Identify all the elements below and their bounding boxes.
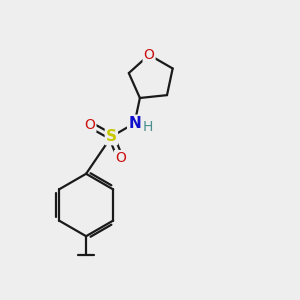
Text: S: S [106, 129, 117, 144]
Text: O: O [115, 151, 126, 165]
Text: N: N [128, 116, 141, 131]
Text: O: O [144, 48, 154, 62]
Text: H: H [143, 120, 153, 134]
Text: O: O [85, 118, 95, 132]
